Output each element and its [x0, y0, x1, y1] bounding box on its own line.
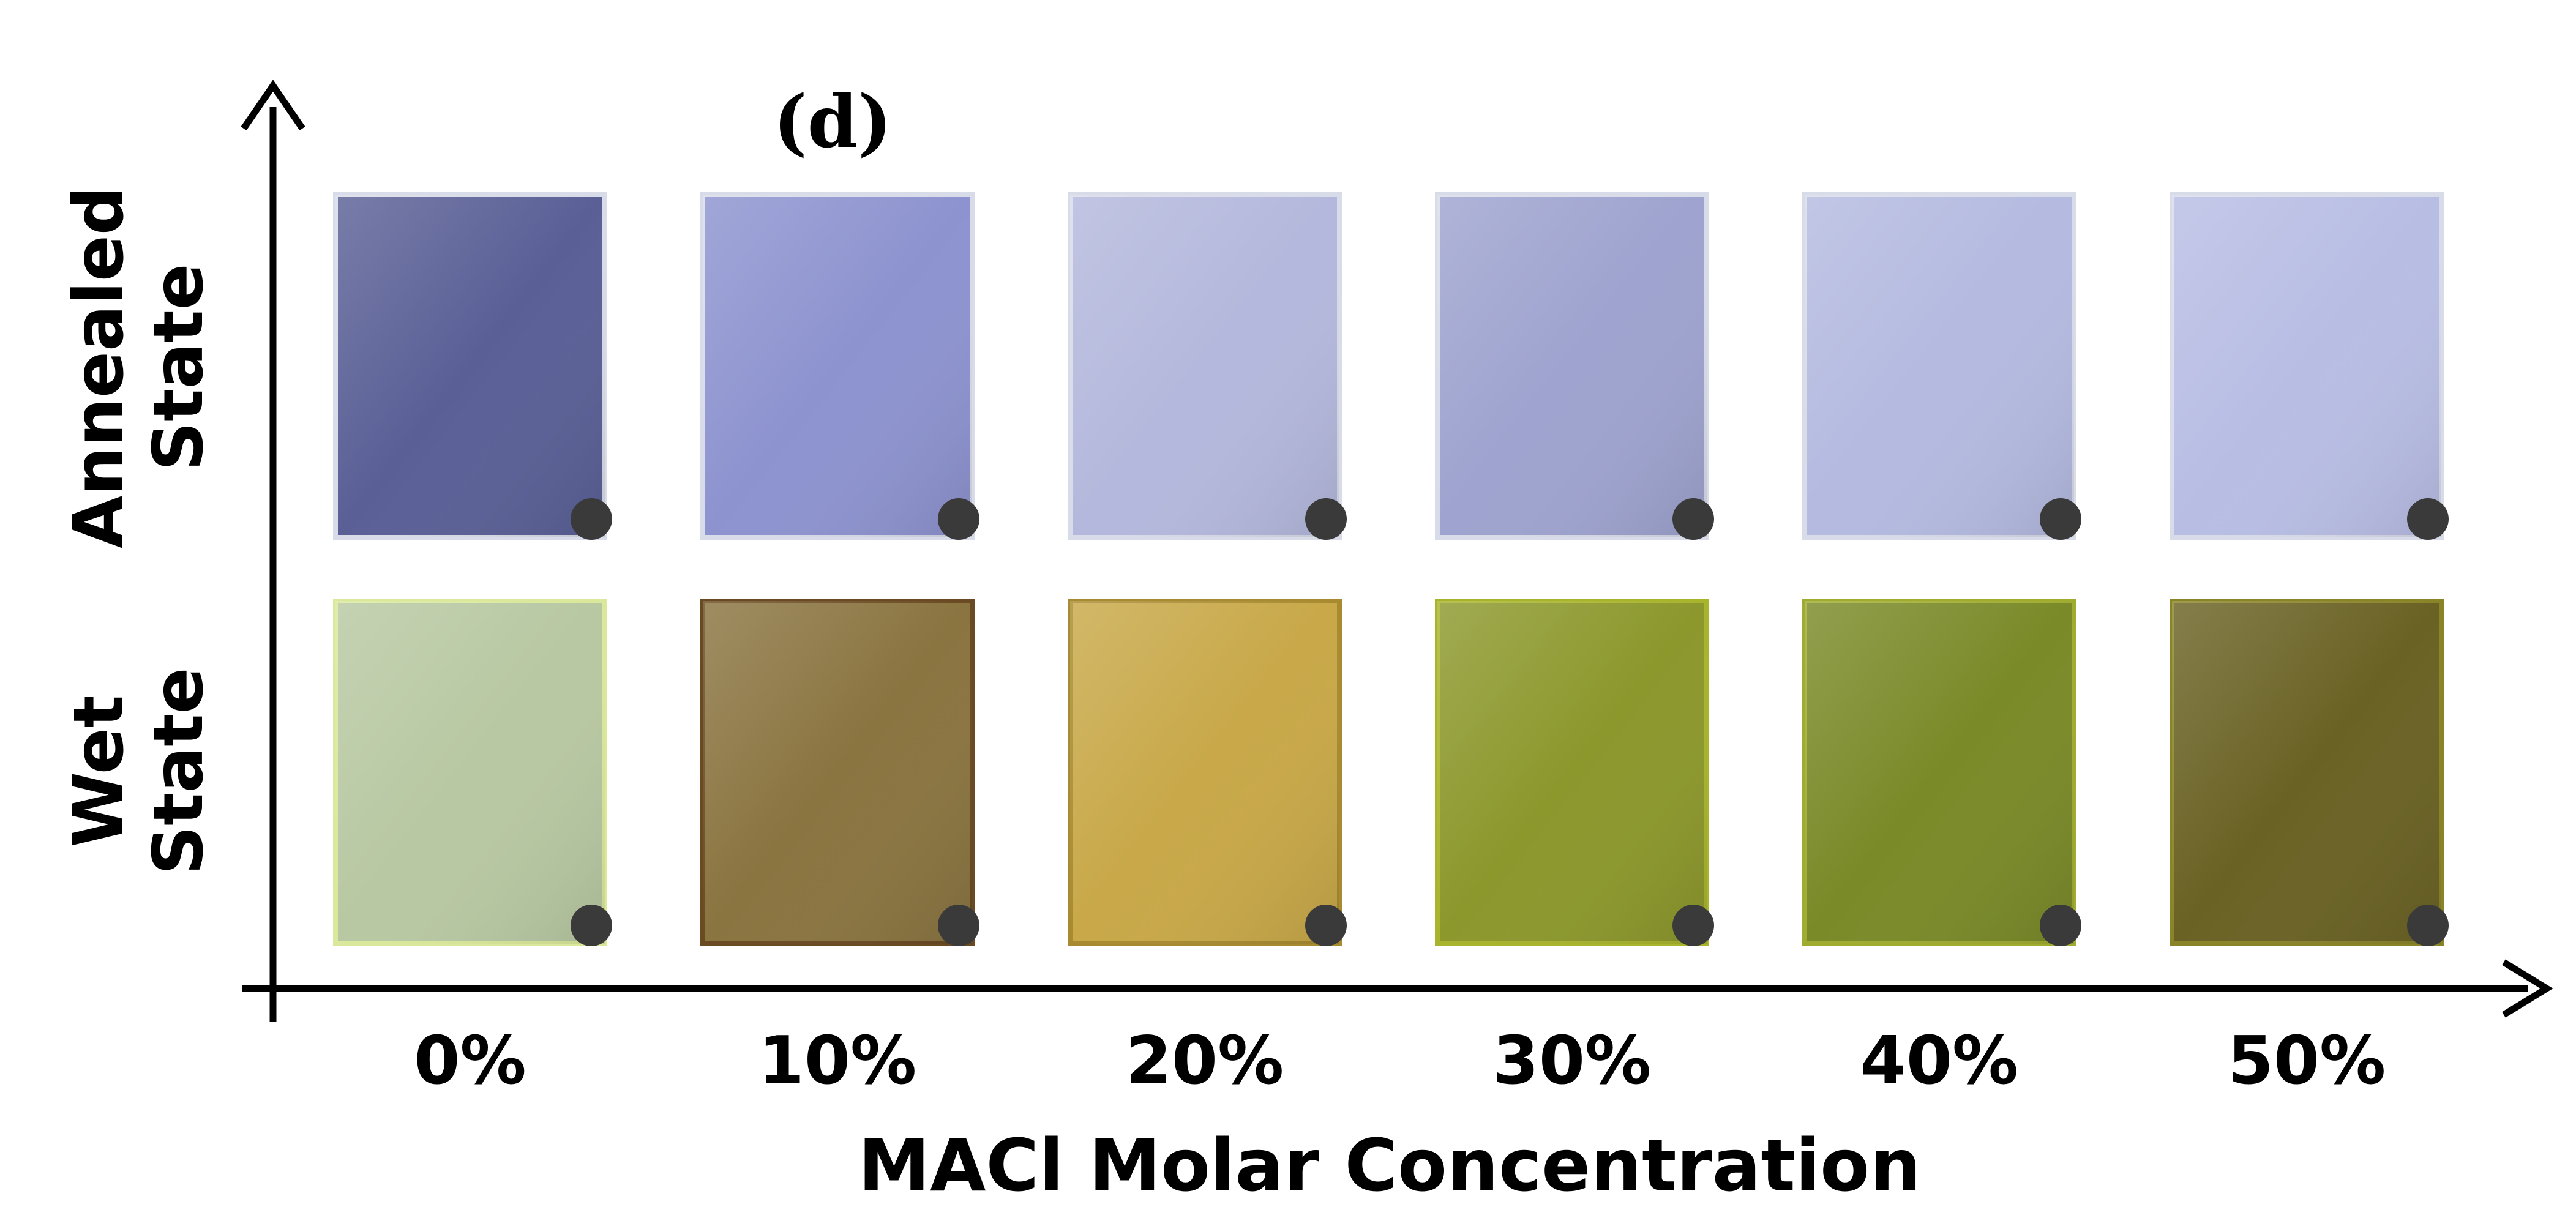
probe-clip-icon: [1305, 905, 1347, 946]
sample-wet-10: [700, 599, 979, 946]
column-label-20: 20%: [1126, 1023, 1284, 1099]
sample-annealed-20: [1068, 192, 1347, 540]
column-label-50: 50%: [2228, 1023, 2386, 1099]
probe-clip-icon: [1672, 905, 1714, 946]
probe-clip-icon: [2040, 905, 2081, 946]
sample-annealed-10: [700, 192, 979, 540]
row-label-annealed-line2: State: [139, 263, 219, 471]
sample-wet-40: [1802, 599, 2081, 946]
probe-clip-icon: [938, 498, 979, 540]
probe-clip-icon: [571, 905, 612, 946]
sample-annealed-40: [1802, 192, 2081, 540]
sample-wet-0: [333, 599, 612, 946]
row-label-wet-line2: State: [139, 667, 219, 875]
panel-label: (d): [773, 79, 892, 164]
x-axis-arrowhead: [2502, 959, 2553, 1018]
sample-annealed-0: [333, 192, 612, 540]
column-label-0: 0%: [414, 1023, 526, 1099]
column-label-10: 10%: [758, 1023, 917, 1099]
annealed-row: [333, 192, 2449, 540]
column-label-40: 40%: [1860, 1023, 2019, 1099]
sample-wet-50: [2170, 599, 2449, 946]
wet-row: [333, 599, 2449, 946]
sample-annealed-30: [1435, 192, 1714, 540]
sample-wet-20: [1068, 599, 1347, 946]
column-label-30: 30%: [1493, 1023, 1652, 1099]
y-axis-arrowhead: [241, 80, 305, 131]
probe-clip-icon: [2407, 905, 2449, 946]
probe-clip-icon: [571, 498, 612, 540]
probe-clip-icon: [938, 905, 979, 946]
row-label-wet: Wet State: [59, 667, 219, 875]
x-axis-title: MACl Molar Concentration: [858, 1123, 1922, 1208]
probe-clip-icon: [1672, 498, 1714, 540]
probe-clip-icon: [2407, 498, 2449, 540]
row-label-wet-line1: Wet: [59, 695, 139, 847]
row-label-annealed-line1: Annealed: [59, 186, 139, 548]
probe-clip-icon: [1305, 498, 1347, 540]
probe-clip-icon: [2040, 498, 2081, 540]
sample-wet-30: [1435, 599, 1714, 946]
sample-annealed-50: [2170, 192, 2449, 540]
row-label-annealed: Annealed State: [59, 186, 219, 548]
